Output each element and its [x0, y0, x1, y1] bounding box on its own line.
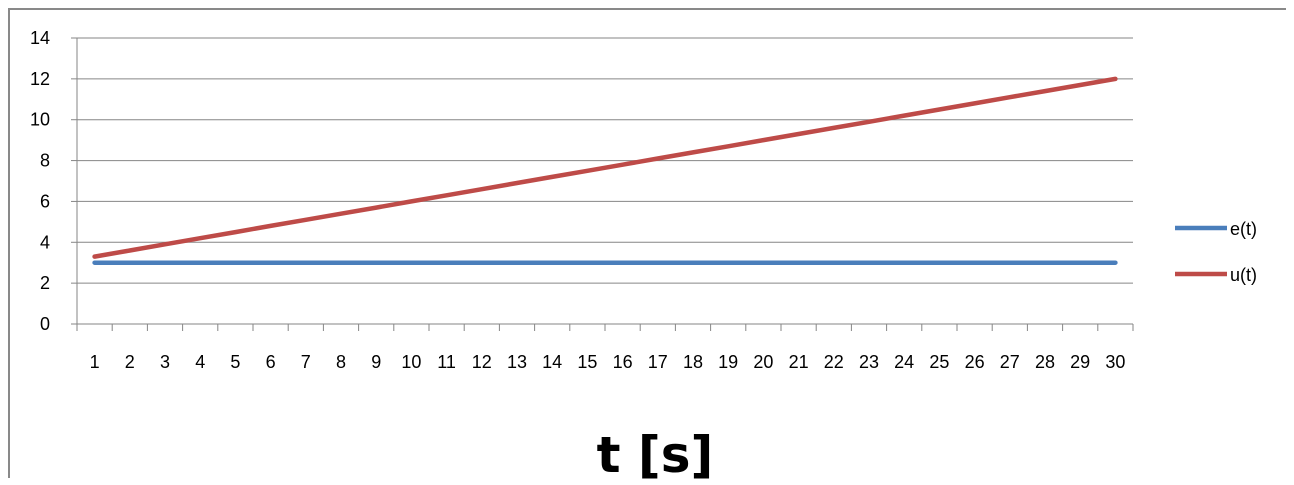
- x-tick-label: 25: [929, 352, 949, 372]
- x-tick-label: 3: [160, 352, 170, 372]
- y-tick-label: 0: [40, 314, 50, 334]
- x-tick-label: 9: [371, 352, 381, 372]
- x-tick-label: 4: [195, 352, 205, 372]
- x-tick-label: 23: [859, 352, 879, 372]
- x-tick-label: 19: [718, 352, 738, 372]
- x-tick-label: 26: [965, 352, 985, 372]
- y-tick-label: 10: [30, 110, 50, 130]
- x-axis-ticks: 1 2 3 4 5 6 7 8 9 10 11 12 13 14 15 16 17 18 19 20 21 22 23 24 2…: [90, 352, 1126, 372]
- x-axis-title: t [s]: [597, 426, 714, 484]
- x-tick-label: 27: [1000, 352, 1020, 372]
- y-tick-label: 14: [30, 28, 50, 48]
- x-tick-label: 12: [472, 352, 492, 372]
- x-tick-label: 20: [753, 352, 773, 372]
- x-tick-label: 8: [336, 352, 346, 372]
- x-tick-label: 21: [789, 352, 809, 372]
- series-line: [92, 76, 1118, 259]
- x-tick-label: 11: [437, 352, 456, 372]
- legend-label: u(t): [1230, 265, 1257, 285]
- x-tick-label: 5: [230, 352, 240, 372]
- x-tick-label: 22: [824, 352, 844, 372]
- x-tick-label: 28: [1035, 352, 1055, 372]
- y-tick-label: 12: [30, 69, 50, 89]
- x-tick-label: 14: [542, 352, 562, 372]
- x-tick-label: 15: [577, 352, 597, 372]
- x-tick-label: 24: [894, 352, 914, 372]
- y-tick-label: 4: [40, 232, 50, 252]
- legend: e(t) u(t): [1175, 219, 1257, 285]
- x-tick-label: 10: [401, 352, 421, 372]
- x-tick-label: 18: [683, 352, 703, 372]
- x-tick-label: 17: [648, 352, 668, 372]
- x-tick-label: 29: [1070, 352, 1090, 372]
- axes: [71, 37, 1134, 331]
- x-tick-label: 7: [301, 352, 311, 372]
- x-tick-label: 1: [90, 352, 100, 372]
- y-tick-label: 8: [40, 151, 50, 171]
- series-lines: [92, 76, 1118, 265]
- x-tick-label: 6: [266, 352, 276, 372]
- x-tick-label: 30: [1105, 352, 1125, 372]
- chart-frame: [8, 8, 1286, 478]
- y-tick-label: 6: [40, 191, 50, 211]
- y-tick-label: 2: [40, 273, 50, 293]
- x-tick-label: 16: [613, 352, 633, 372]
- legend-label: e(t): [1230, 219, 1257, 239]
- y-axis-ticks: 0 2 4 6 8 10 12 14: [30, 28, 50, 334]
- x-tick-label: 2: [125, 352, 135, 372]
- x-tick-label: 13: [507, 352, 527, 372]
- grid-lines: [77, 37, 1133, 284]
